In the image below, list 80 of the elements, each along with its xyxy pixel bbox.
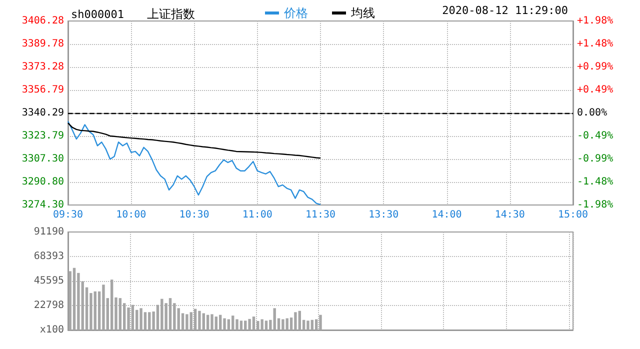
bar xyxy=(227,319,230,330)
bar xyxy=(198,310,201,330)
bar xyxy=(102,284,105,330)
bar xyxy=(260,319,264,330)
y2-tick-label: -0.49% xyxy=(577,130,614,142)
x-tick-label: 14:00 xyxy=(432,210,462,220)
bar xyxy=(240,320,243,330)
y-tick-label: 3307.30 xyxy=(22,153,64,164)
y-tick-label: 3290.80 xyxy=(22,176,64,188)
bar xyxy=(190,312,192,330)
bar xyxy=(223,318,226,330)
bar xyxy=(236,319,238,330)
bar xyxy=(160,298,164,330)
y-tick-label: 91190 xyxy=(34,226,64,238)
chart-title: 上证指数 xyxy=(147,7,195,21)
bar xyxy=(214,316,218,330)
x-tick-label: 13:30 xyxy=(368,210,399,220)
x-tick-label: 11:30 xyxy=(305,210,336,220)
legend-label: 均线 xyxy=(350,6,375,20)
bar xyxy=(244,320,247,330)
y-tick-label: 3356.79 xyxy=(22,84,64,96)
y-tick-label: 68393 xyxy=(34,251,64,262)
y-tick-label: 3373.28 xyxy=(22,62,64,73)
x-tick-label: 14:30 xyxy=(494,210,525,220)
y2-tick-label: -1.98% xyxy=(577,200,614,210)
bar xyxy=(310,320,314,330)
y-tick-label: 22798 xyxy=(34,300,64,311)
bar xyxy=(232,316,234,330)
x-tick-label: 10:00 xyxy=(116,210,146,220)
bar xyxy=(72,268,76,330)
bar xyxy=(206,314,210,330)
bar xyxy=(186,314,188,330)
bar xyxy=(298,310,301,330)
bar xyxy=(319,314,322,330)
bar xyxy=(194,308,197,330)
line-series xyxy=(67,120,322,206)
bar xyxy=(148,312,151,330)
y-tick-label: 45595 xyxy=(34,276,64,286)
x-tick-label: 11:00 xyxy=(242,210,272,220)
line-series xyxy=(67,122,322,159)
y2-tick-label: -1.48% xyxy=(577,176,614,188)
bar xyxy=(282,319,284,330)
bar xyxy=(294,312,297,330)
bar xyxy=(252,316,256,330)
y-tick-label: x100 xyxy=(40,324,64,336)
y2-tick-label: +1.98% xyxy=(577,16,614,26)
bar xyxy=(110,280,114,330)
bar xyxy=(68,271,72,330)
y-tick-label: 3340.29 xyxy=(22,108,64,118)
bar xyxy=(264,320,268,330)
bar xyxy=(144,312,147,330)
bar xyxy=(286,318,288,330)
x-tick-label: 10:30 xyxy=(179,210,210,220)
bar xyxy=(131,304,134,330)
bar xyxy=(306,320,310,330)
bar xyxy=(202,313,205,330)
x-tick-label: 09:30 xyxy=(52,210,84,220)
y2-tick-label: 0.00% xyxy=(577,108,608,118)
y2-tick-label: +0.49% xyxy=(577,84,614,96)
y2-tick-label: -0.99% xyxy=(577,154,614,164)
y2-tick-label: +0.99% xyxy=(577,62,614,72)
bar xyxy=(210,314,214,330)
y-tick-label: 3389.78 xyxy=(22,38,64,50)
bar xyxy=(273,308,276,330)
y-tick-label: 3274.30 xyxy=(22,200,64,210)
bar xyxy=(94,291,96,330)
text: 2020-08-12 11:29:00 xyxy=(442,4,568,17)
bar xyxy=(314,319,318,330)
y-tick-label: 3406.28 xyxy=(22,16,64,26)
x-tick-label: 15:00 xyxy=(558,210,588,220)
bar xyxy=(168,298,172,330)
bar xyxy=(118,298,122,330)
bar xyxy=(248,318,251,330)
legend-label: 价格 xyxy=(283,6,308,20)
bar xyxy=(256,320,260,330)
chart-subtitle: sh000001 xyxy=(71,8,124,21)
y-tick-label: 3323.79 xyxy=(22,130,64,142)
bar xyxy=(140,308,142,330)
y2-tick-label: +1.48% xyxy=(577,38,614,50)
bar xyxy=(218,314,222,330)
